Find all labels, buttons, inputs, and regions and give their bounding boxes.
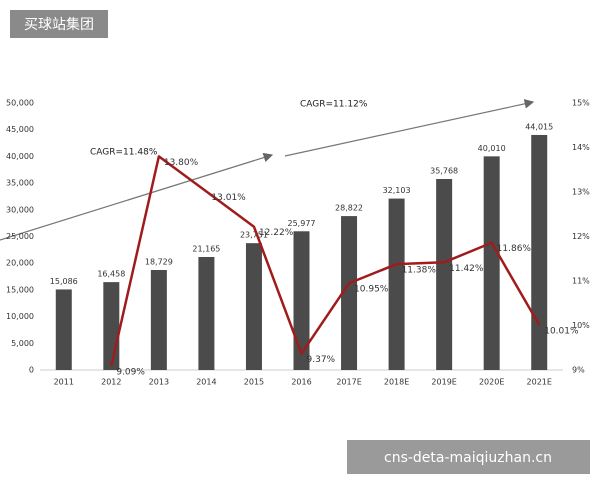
y2-tick-label: 13% xyxy=(572,188,590,197)
bar xyxy=(150,269,167,370)
badge-box xyxy=(10,10,108,38)
bar xyxy=(198,256,215,370)
y2-tick-label: 11% xyxy=(572,277,590,286)
cagr-arrow xyxy=(284,99,535,157)
bar-value-label: 15,086 xyxy=(50,277,78,286)
bar-value-label: 35,768 xyxy=(430,166,458,175)
x-tick-label: 2011 xyxy=(54,378,74,387)
line-value-label: 10.95% xyxy=(354,285,389,295)
annotation: CAGR=11.48% xyxy=(90,148,158,158)
x-tick-label: 2015 xyxy=(244,378,264,387)
bar-value-label: 32,103 xyxy=(383,186,411,195)
x-tick-label: 2017E xyxy=(336,378,361,387)
y-tick-label: 5,000 xyxy=(11,339,34,348)
x-tick-label: 2013 xyxy=(149,378,169,387)
url: cns-deta-maiqiuzhan.cn xyxy=(384,450,552,466)
y2-tick-label: 12% xyxy=(572,232,590,241)
bar xyxy=(436,178,453,370)
y-tick-label: 45,000 xyxy=(6,125,34,134)
bar-value-label: 44,015 xyxy=(525,122,553,131)
y-tick-label: 40,000 xyxy=(6,152,34,161)
line-value-label: 12.22% xyxy=(259,228,294,238)
x-tick-label: 2018E xyxy=(384,378,409,387)
line-value-label: 10.01% xyxy=(544,327,579,337)
y-tick-label: 25,000 xyxy=(6,232,34,241)
annotation: CAGR=11.12% xyxy=(300,100,368,110)
badge: 买球站集团 xyxy=(24,16,94,33)
line-value-label: 9.09% xyxy=(116,367,145,377)
x-tick-label: 2012 xyxy=(101,378,121,387)
bar-value-label: 40,010 xyxy=(478,144,506,153)
x-tick-label: 2019E xyxy=(431,378,456,387)
line-value-label: 11.86% xyxy=(497,244,532,254)
bar xyxy=(341,216,358,370)
x-tick-label: 2014 xyxy=(196,378,216,387)
line xyxy=(110,155,541,367)
y-tick-label: 10,000 xyxy=(6,312,34,321)
bar xyxy=(293,231,310,370)
bar xyxy=(55,289,72,370)
bar xyxy=(531,134,548,370)
y-tick-label: 30,000 xyxy=(6,205,34,214)
y2-tick-label: 10% xyxy=(572,321,590,330)
line-value-label: 13.80% xyxy=(164,158,199,168)
bar xyxy=(483,156,500,370)
bar xyxy=(103,282,120,370)
x-tick-label: 2020E xyxy=(479,378,504,387)
x-tick-label: 2016 xyxy=(291,378,311,387)
line-value-label: 13.01% xyxy=(211,193,246,203)
bar xyxy=(245,243,262,370)
bar-value-label: 18,729 xyxy=(145,257,173,266)
line-value-label: 9.37% xyxy=(307,355,336,365)
bar xyxy=(388,198,405,370)
line-value-label: 11.42% xyxy=(449,264,484,274)
bar-value-label: 28,822 xyxy=(335,204,363,213)
y-tick-label: 50,000 xyxy=(6,99,34,108)
cagr-arrow xyxy=(0,152,274,241)
url-box xyxy=(347,440,590,474)
bar-value-label: 16,458 xyxy=(97,270,125,279)
y-tick-label: 15,000 xyxy=(6,285,34,294)
y2-tick-label: 14% xyxy=(572,143,590,152)
bar-value-label: 23,751 xyxy=(240,231,268,240)
line-value-label: 11.38% xyxy=(402,266,437,276)
bar-value-label: 21,165 xyxy=(192,244,220,253)
bar-value-label: 25,977 xyxy=(288,219,316,228)
y-tick-label: 0 xyxy=(29,366,34,375)
y-tick-label: 35,000 xyxy=(6,179,34,188)
y2-tick-label: 15% xyxy=(572,99,590,108)
y-tick-label: 20,000 xyxy=(6,259,34,268)
x-tick-label: 2021E xyxy=(527,378,552,387)
y2-tick-label: 9% xyxy=(572,366,585,375)
